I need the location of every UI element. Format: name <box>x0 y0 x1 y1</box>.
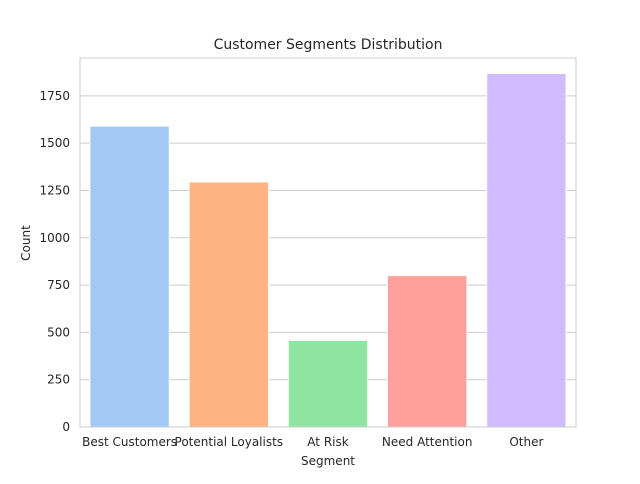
bar-need-attention <box>387 275 468 428</box>
y-tick-label: 0 <box>62 420 70 434</box>
bar-best-customers <box>89 125 170 428</box>
y-tick-label: 1250 <box>39 183 70 197</box>
plot-frame <box>79 57 577 428</box>
x-tick-label: Potential Loyalists <box>175 435 284 449</box>
y-tick-label: 750 <box>47 278 70 292</box>
bar-potential-loyalists <box>188 181 269 428</box>
y-tick-label: 500 <box>47 325 70 339</box>
chart-title: Customer Segments Distribution <box>214 37 443 53</box>
x-tick-label: Need Attention <box>382 435 473 449</box>
y-axis-ticks: 0 250 500 750 1000 1250 1500 1750 <box>39 89 70 434</box>
bar-at-risk <box>287 339 369 428</box>
bars <box>89 73 567 428</box>
axes-frame <box>79 57 577 428</box>
x-axis-label: Segment <box>301 454 355 468</box>
bar-other <box>486 73 567 428</box>
y-tick-label: 1500 <box>39 136 70 150</box>
x-tick-label: Best Customers <box>82 435 177 449</box>
y-axis-label: Count <box>19 225 33 261</box>
x-tick-label: Other <box>509 435 543 449</box>
y-tick-label: 250 <box>47 373 70 387</box>
y-tick-label: 1000 <box>39 231 70 245</box>
x-tick-label: At Risk <box>307 435 348 449</box>
y-tick-label: 1750 <box>39 89 70 103</box>
